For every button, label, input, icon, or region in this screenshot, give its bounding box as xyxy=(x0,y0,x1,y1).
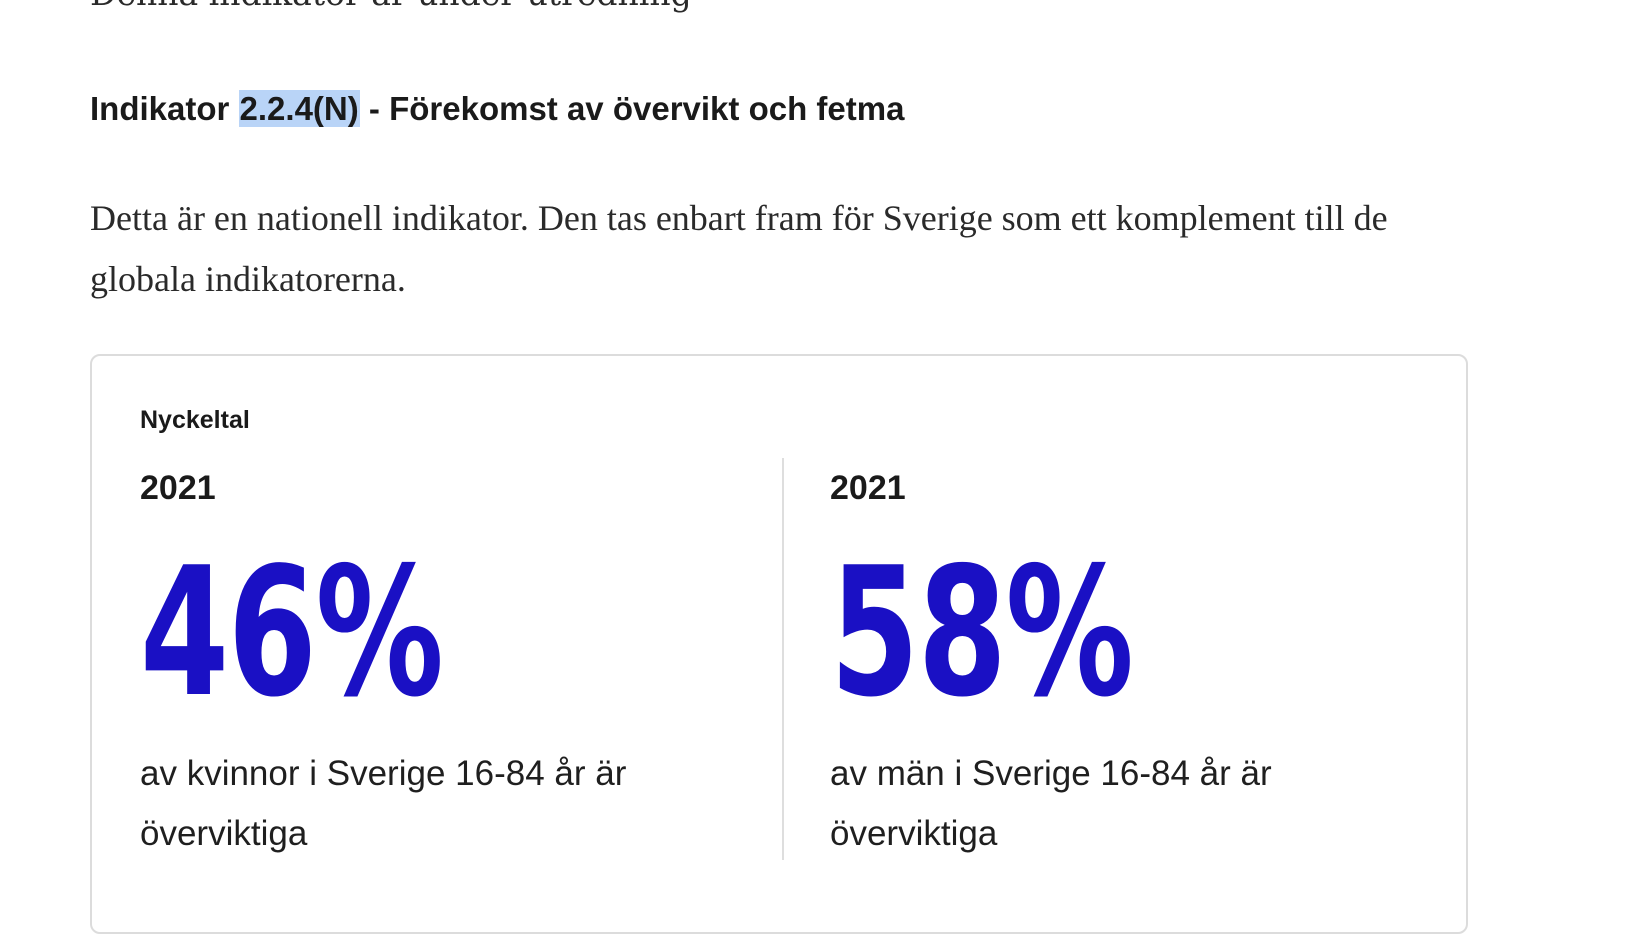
heading-prefix: Indikator xyxy=(90,90,239,127)
stat-women: 2021 46% av kvinnor i Sverige 16-84 år ä… xyxy=(140,468,700,864)
previous-paragraph-text: Denna indikator är under utredning xyxy=(90,0,692,14)
stat-value: 58% xyxy=(830,529,1134,736)
indicator-code-highlighted: 2.2.4(N) xyxy=(238,90,360,127)
heading-suffix: - Förekomst av övervikt och fetma xyxy=(359,90,905,127)
intro-paragraph: Detta är en nationell indikator. Den tas… xyxy=(90,198,1388,299)
stat-caption: av män i Sverige 16-84 år är överviktiga xyxy=(830,754,1272,853)
indicator-heading: Indikator 2.2.4(N) - Förekomst av övervi… xyxy=(90,82,904,136)
column-divider xyxy=(782,458,784,860)
stat-caption: av kvinnor i Sverige 16-84 år är övervik… xyxy=(140,754,627,853)
stat-men: 2021 58% av män i Sverige 16-84 år är öv… xyxy=(830,468,1390,864)
stat-year: 2021 xyxy=(140,469,216,507)
stat-value: 46% xyxy=(140,529,444,736)
key-figures-card: Nyckeltal 2021 46% av kvinnor i Sverige … xyxy=(90,354,1468,934)
stat-year: 2021 xyxy=(830,469,906,507)
card-label: Nyckeltal xyxy=(140,406,250,434)
